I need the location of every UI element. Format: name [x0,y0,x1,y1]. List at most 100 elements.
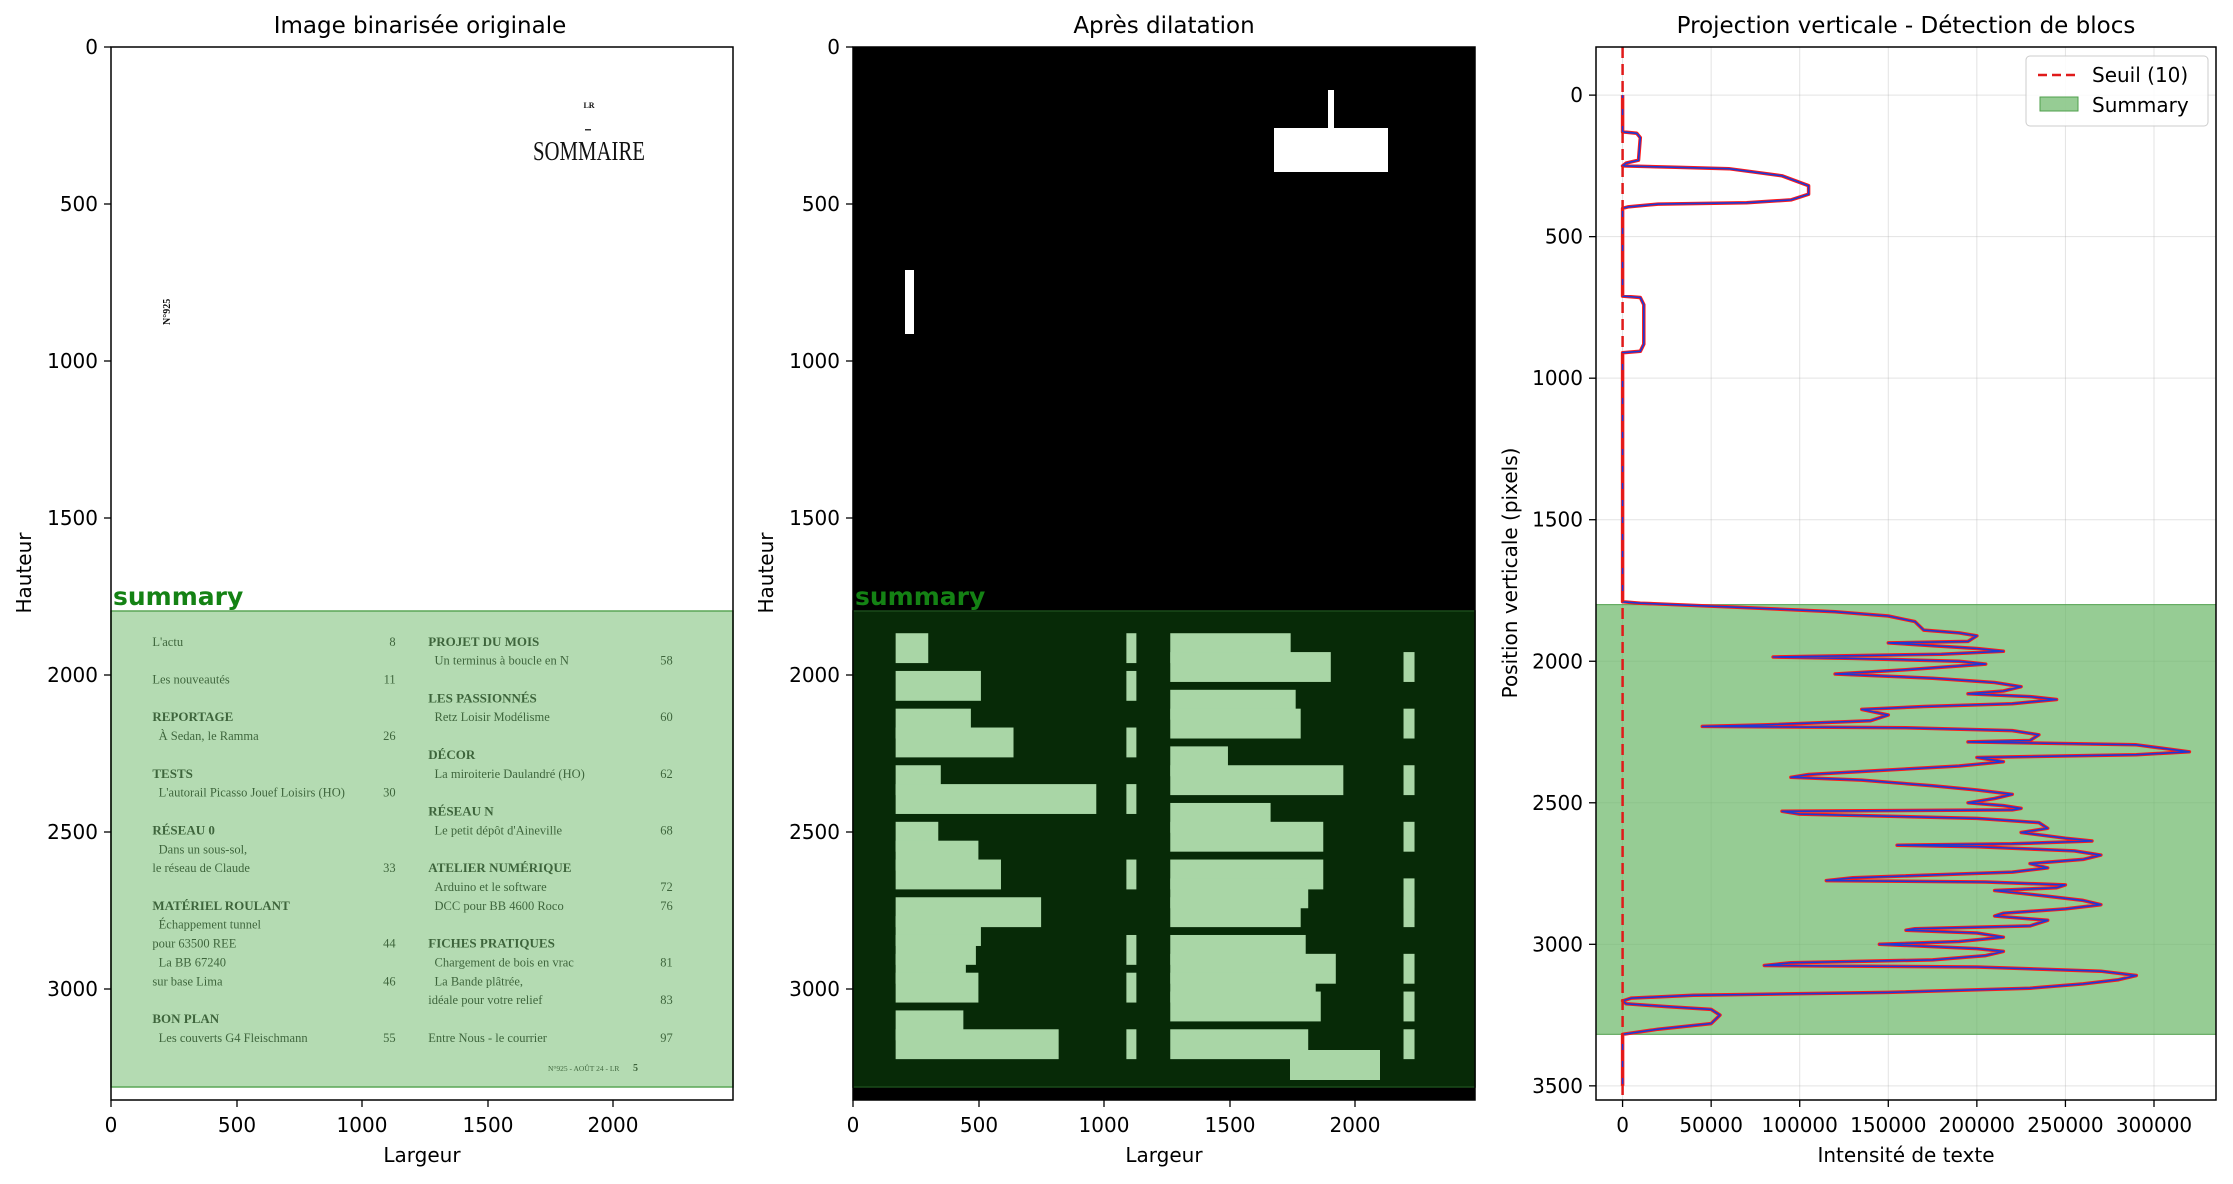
dilated-blob [1403,878,1415,909]
panel-dilated: Après dilatation summary 0 500 1000 1500… [754,13,1476,1167]
panel3-ytick-label: 2000 [1532,649,1583,673]
dilated-blob [895,670,981,701]
panel3-ytick-label: 1000 [1532,366,1583,390]
panel2-ytick-label: 3000 [789,977,840,1001]
dilated-blob [1403,953,1415,984]
dilated-blob [1126,972,1137,1003]
panel1-ytick-label: 2500 [47,820,98,844]
panel-original: Image binarisée originale LR SOMMAIRE N°… [12,13,734,1167]
panel2-ytick-label: 2500 [789,820,840,844]
dilated-blob [1126,859,1137,890]
panel1-summary-region [110,610,734,1088]
dilated-blob [1403,821,1415,852]
dilated-blob [1170,897,1301,928]
panel1-ytick-label: 1000 [47,349,98,373]
dilated-blob [1328,90,1334,130]
panel2-title: Après dilatation [1073,13,1254,39]
dilated-blob [1126,784,1137,814]
dilated-blob [1126,633,1137,664]
panel3-ytick-label: 2500 [1532,791,1583,815]
panel3-ylabel: Position verticale (pixels) [1498,448,1522,699]
panel2-xlabel: Largeur [1125,1143,1203,1167]
panel3-xtick-label: 50000 [1679,1113,1743,1137]
dilated-blob [1170,991,1321,1022]
dilated-blob [895,784,1097,814]
panel3-ytick-label: 0 [1570,83,1583,107]
panel1-frame [110,46,734,1101]
panel3-yaxis: 0 500 1000 1500 2000 2500 3000 3500 [1532,83,1596,1098]
panel2-xaxis: 0 500 1000 1500 2000 Largeur [847,1100,1381,1167]
panel3-xtick-label: 300000 [2116,1113,2192,1137]
panel2-xtick-label: 0 [847,1113,860,1137]
dilated-blob [905,270,914,334]
panel2-xtick-label: 1000 [1079,1113,1130,1137]
legend-summary-swatch [2039,96,2079,112]
panel2-xtick-label: 1500 [1205,1113,1256,1137]
panel3-xaxis: 0 50000 100000 150000 200000 250000 300000 [1616,1100,2192,1137]
panel1-xtick-label: 1000 [337,1113,388,1137]
dilated-blob [895,633,929,664]
dilated-blob [895,1029,1059,1060]
dilated-blob [1274,128,1388,172]
panel3-ytick-label: 3000 [1532,932,1583,956]
dilated-blob [1126,727,1137,758]
panel2-ylabel: Hauteur [754,532,778,614]
dilated-blob [1403,765,1415,796]
panel2-summary-label: summary [855,582,985,611]
dilated-blob [1126,670,1137,701]
panel-projection: Projection verticale - Détection de bloc… [1498,13,2217,1167]
dilated-blob [1170,1029,1309,1060]
dilated-blob [1170,821,1324,852]
panel3-xtick-label: 0 [1616,1113,1629,1137]
dilated-blob [1403,708,1415,739]
panel1-xtick-label: 2000 [588,1113,639,1137]
dilated-blob [895,972,979,1003]
dilated-blob [1403,1029,1415,1060]
doc-header-rule [585,129,591,131]
dilated-blob-footer [1290,1050,1380,1080]
panel3-frame [1595,46,2217,1101]
panel1-xtick-label: 0 [105,1113,118,1137]
panel1-yaxis: 0 500 1000 1500 2000 2500 3000 Hauteur [12,35,111,1001]
panel1-ytick-label: 3000 [47,977,98,1001]
dilated-blob [1170,765,1344,796]
panel3-xlabel: Intensité de texte [1817,1143,1994,1167]
panel1-xlabel: Largeur [383,1143,461,1167]
panel2-ytick-label: 500 [802,192,840,216]
panel3-xtick-label: 100000 [1762,1113,1838,1137]
panel1-xtick-label: 1500 [463,1113,514,1137]
dilated-blob [1403,991,1415,1022]
panel3-xtick-label: 200000 [1939,1113,2015,1137]
dilated-blob [1126,934,1137,965]
panel3-ytick-label: 3500 [1532,1074,1583,1098]
legend-threshold-label: Seuil (10) [2092,63,2188,87]
dilated-blob [1403,897,1415,928]
dilated-text-blobs [895,633,1415,1060]
panel2-ytick-label: 1000 [789,349,840,373]
panel1-xaxis: 0 500 1000 1500 2000 Largeur [105,1100,639,1167]
panel3-ytick-label: 500 [1545,225,1583,249]
panel2-yaxis: 0 500 1000 1500 2000 2500 3000 Hauteur [754,35,853,1001]
dilated-blob [895,859,1001,890]
doc-header-small: LR [583,101,594,110]
panel1-ytick-label: 500 [60,192,98,216]
panel2-xtick-label: 500 [960,1113,998,1137]
panel1-ylabel: Hauteur [12,532,36,614]
dilated-blob [1170,652,1331,682]
panel3-xtick-label: 150000 [1850,1113,1926,1137]
panel2-frame [852,46,1476,1101]
doc-issue-vertical: N°925 [162,299,173,325]
panel2-xtick-label: 2000 [1330,1113,1381,1137]
panel1-ytick-label: 1500 [47,506,98,530]
panel3-xtick-label: 250000 [2027,1113,2103,1137]
panel3-title: Projection verticale - Détection de bloc… [1677,13,2136,39]
panel3-ytick-label: 1500 [1532,508,1583,532]
legend-summary-label: Summary [2092,93,2189,117]
panel1-xtick-label: 500 [218,1113,256,1137]
dilated-blob [1403,652,1415,682]
legend: Seuil (10) Summary [2025,55,2209,127]
dilated-blob [1170,708,1301,739]
panel1-title: Image binarisée originale [274,13,567,39]
panel2-ytick-label: 0 [827,35,840,59]
